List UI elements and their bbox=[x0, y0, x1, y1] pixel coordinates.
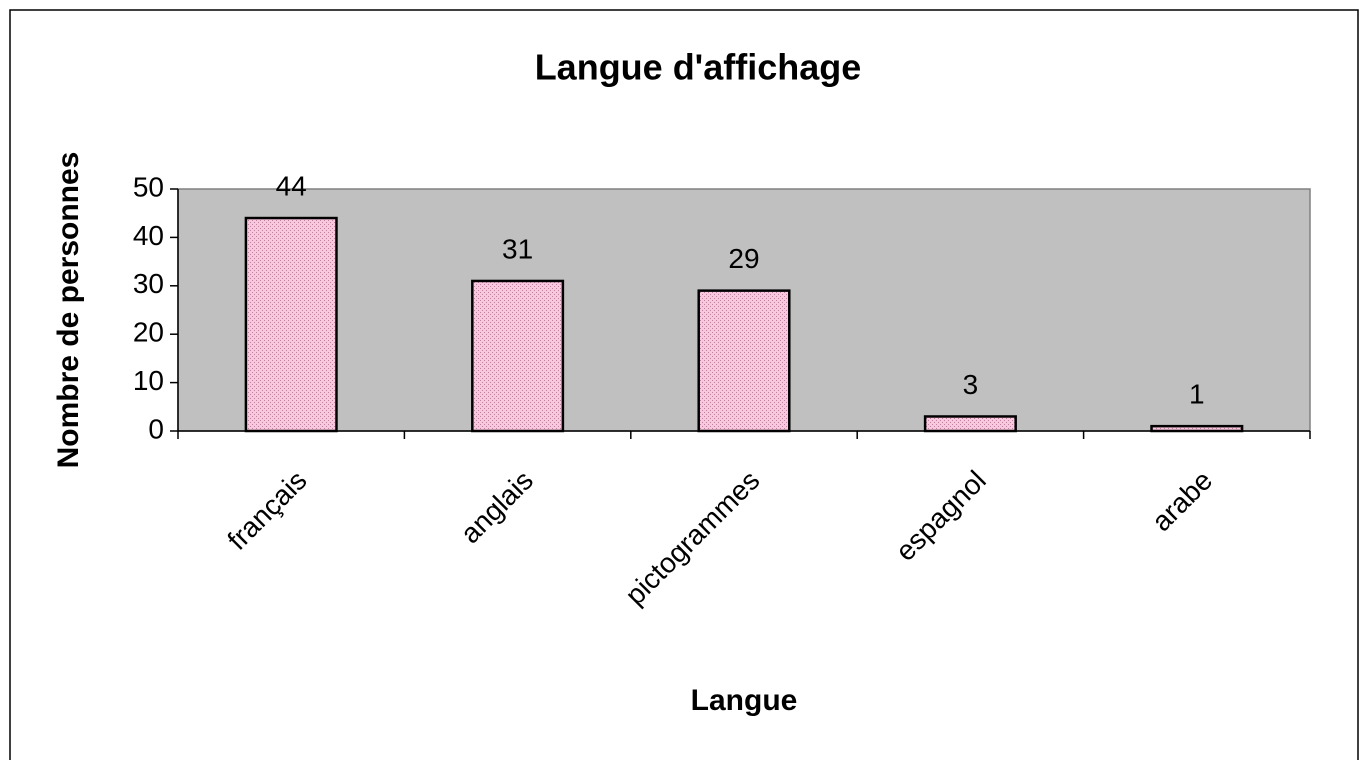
y-tick-label: 40 bbox=[133, 220, 164, 251]
y-tick-label: 20 bbox=[133, 317, 164, 348]
x-axis-label: Langue bbox=[691, 684, 798, 717]
data-label: 1 bbox=[1189, 379, 1205, 410]
bar bbox=[471, 279, 565, 433]
bar bbox=[923, 415, 1017, 433]
bar bbox=[244, 216, 338, 433]
data-label: 3 bbox=[963, 369, 979, 400]
bar bbox=[697, 289, 791, 433]
y-axis-label: Nombre de personnes bbox=[52, 152, 85, 469]
data-label: 44 bbox=[276, 170, 307, 201]
y-tick-label: 30 bbox=[133, 268, 164, 299]
y-tick-label: 10 bbox=[133, 365, 164, 396]
bar bbox=[1150, 424, 1244, 433]
data-label: 31 bbox=[502, 233, 533, 264]
y-tick-label: 0 bbox=[148, 413, 164, 444]
chart-title: Langue d'affichage bbox=[535, 47, 862, 88]
y-tick-label: 50 bbox=[133, 171, 164, 202]
data-label: 29 bbox=[728, 243, 759, 274]
